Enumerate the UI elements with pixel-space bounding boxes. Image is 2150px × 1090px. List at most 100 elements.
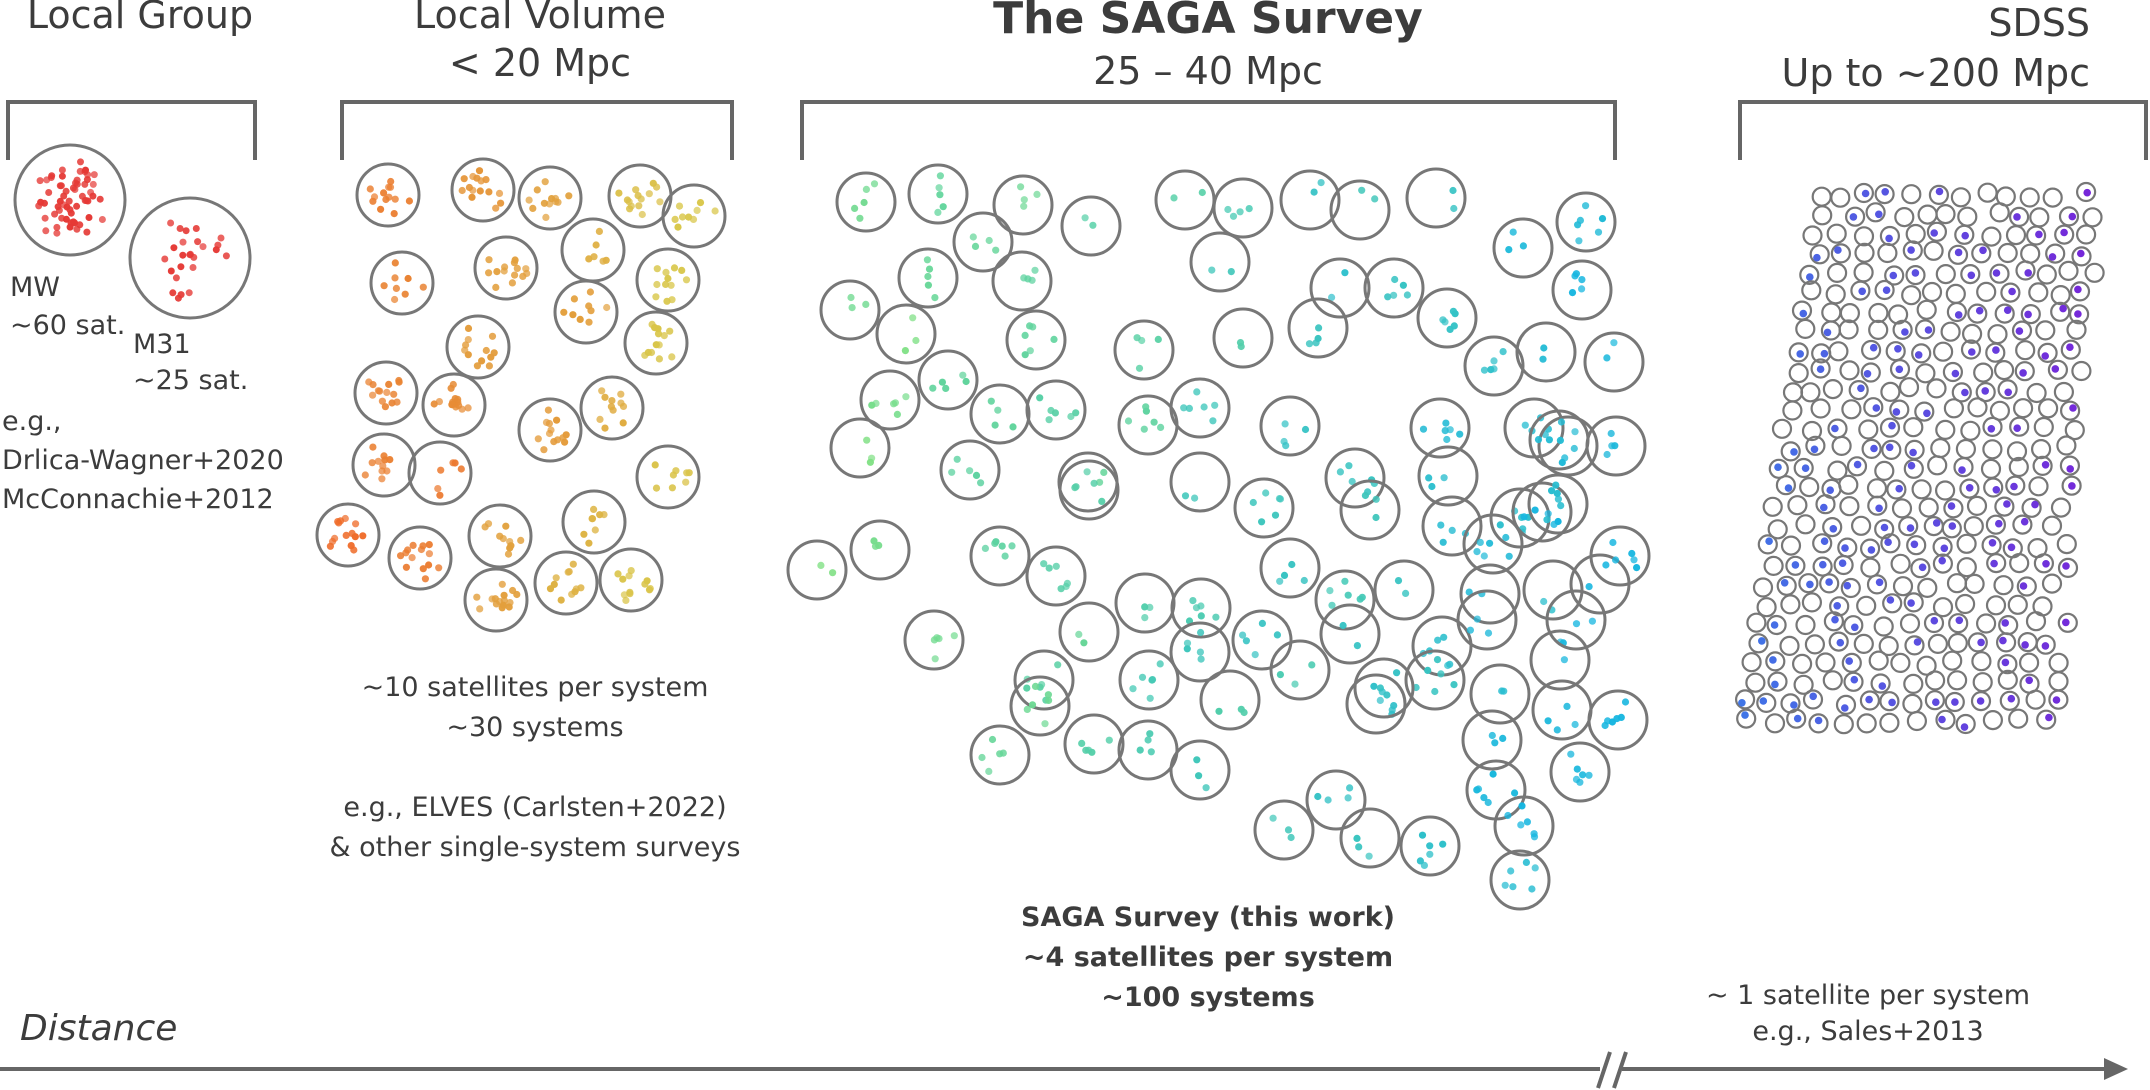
saga-system [1527, 473, 1589, 535]
satellite-dot [1863, 370, 1872, 378]
system-circle [1823, 611, 1845, 632]
sdss-system [2029, 207, 2050, 228]
satellite-dot [1838, 559, 1847, 567]
sdss-system [1971, 243, 1992, 264]
satellite-dot [484, 520, 493, 528]
satellite-dot [1571, 272, 1579, 280]
satellite-dot [464, 404, 472, 412]
sdss-system [1955, 438, 1977, 460]
satellite-dot [987, 397, 995, 405]
satellite-dot [1935, 187, 1944, 196]
sdss-system [1967, 632, 1988, 653]
system-circle [1961, 323, 1983, 344]
satellite-dot [1885, 234, 1893, 243]
satellite-dot [971, 242, 980, 250]
satellite-dot [1273, 631, 1281, 639]
satellite-dot [1209, 417, 1217, 425]
system-circle [1975, 382, 1996, 403]
satellite-dot [1819, 560, 1827, 569]
sdss-system [1986, 552, 2007, 574]
satellite-dot [58, 166, 66, 174]
system-circle [1804, 634, 1826, 655]
saga-system [917, 349, 979, 411]
sdss-system [1989, 263, 2010, 284]
satellite-dot [361, 471, 369, 479]
system-circle [859, 369, 921, 431]
system-circle [1942, 650, 1963, 671]
satellite-dot [1849, 213, 1858, 221]
satellite-dot [1882, 286, 1891, 295]
system-circle [2048, 689, 2069, 710]
local-volume-system [635, 247, 701, 313]
satellite-dot [950, 632, 958, 640]
saga-system [1537, 415, 1599, 477]
satellite-dot [923, 256, 932, 264]
satellite-dot [863, 436, 871, 444]
system-circle [1169, 739, 1231, 801]
system-circle [1923, 515, 1944, 537]
satellite-dot [1588, 617, 1596, 625]
system-circle [1967, 632, 1988, 653]
system-circle [450, 157, 516, 223]
m31-system [128, 196, 252, 320]
satellite-dot [1560, 656, 1568, 664]
system-circle [1799, 477, 1820, 498]
satellite-dot [1790, 701, 1798, 709]
satellite-dot [1573, 765, 1581, 773]
sdss-system [1831, 435, 1852, 456]
satellite-dot [1521, 421, 1529, 429]
system-circle [1905, 223, 1926, 245]
satellite-dot [199, 243, 207, 251]
satellite-dot [186, 251, 194, 259]
system-circle [2033, 416, 2054, 438]
system-circle [1511, 481, 1573, 543]
satellite-dot [391, 274, 399, 282]
sdss-system [1787, 495, 1808, 516]
satellite-dot [2001, 658, 2010, 667]
satellite-dot [342, 531, 350, 540]
sdss-system [1819, 573, 1840, 594]
sdss-system [1885, 341, 1906, 362]
sdss-system [1767, 519, 1788, 540]
satellite-dot [1875, 504, 1883, 513]
system-circle [1802, 689, 1824, 710]
satellite-dot [1869, 343, 1878, 352]
system-circle [2069, 304, 2090, 325]
satellite-dot [402, 549, 410, 557]
satellite-dot [2066, 343, 2074, 352]
system-circle [1863, 397, 1884, 418]
system-circle [1860, 339, 1882, 361]
satellite-dot [1932, 698, 1940, 706]
local-group-bracket [6, 100, 257, 160]
sdss-system [2032, 455, 2053, 476]
satellite-dot [1914, 351, 1923, 359]
sdss-system [2008, 456, 2029, 478]
sdss-system [2025, 225, 2047, 246]
saga-system [1469, 663, 1531, 725]
system-circle [1421, 495, 1483, 557]
sdss-system [1960, 420, 1981, 441]
satellite-dot [1426, 850, 1434, 858]
satellite-dot [966, 467, 974, 475]
satellite-dot [1148, 676, 1157, 684]
satellite-dot [2059, 304, 2067, 313]
system-circle [2019, 187, 2040, 208]
satellite-dot [1227, 268, 1235, 276]
system-circle [2041, 515, 2063, 536]
system-circle [1549, 741, 1611, 803]
satellite-dot [1907, 599, 1915, 607]
satellite-dot [366, 185, 374, 193]
satellite-dot [488, 332, 497, 340]
satellite-dot [696, 199, 705, 207]
sdss-system [1870, 673, 1891, 694]
satellite-dot [1390, 291, 1398, 299]
sdss-system [1946, 301, 1968, 323]
satellite-dot [675, 202, 684, 210]
sdss-system [2057, 612, 2078, 633]
satellite-dot [1607, 429, 1615, 438]
system-circle [1881, 439, 1902, 460]
sdss-system [1967, 397, 1988, 418]
satellite-dot [1314, 792, 1322, 801]
satellite-dot [678, 213, 687, 221]
satellite-dot [1539, 355, 1547, 363]
